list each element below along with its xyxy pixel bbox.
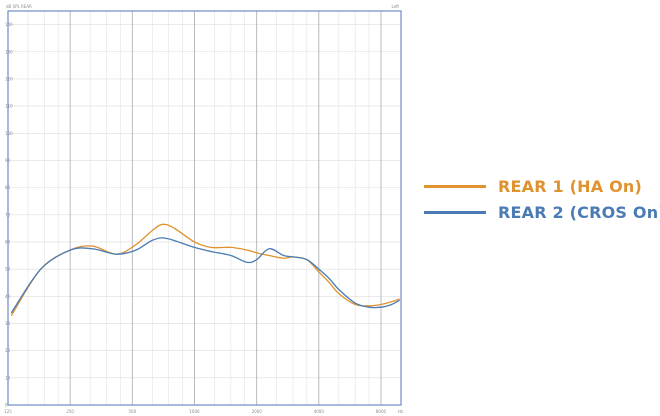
x-tick-label: 8000 [376,409,387,414]
x-unit-label: Hz [398,409,403,414]
x-tick-label: 500 [129,409,137,414]
legend-label-series-2: REAR 2 (CROS On) [498,202,660,222]
x-tick-label: 4000 [314,409,325,414]
legend-label-series-1: REAR 1 (HA On) [498,176,642,196]
x-tick-label: 2000 [252,409,263,414]
series-line-1 [10,223,400,316]
chart-title: dB SPL REAR [6,4,32,9]
x-axis-ticks: 125 250 500 1000 2000 4000 8000 [4,409,386,414]
legend-item-series-1: REAR 1 (HA On) [424,176,660,196]
series-line-2 [10,237,400,314]
series-layer [10,223,400,316]
x-tick-label: 125 [4,409,12,414]
legend-swatch-series-1 [424,184,486,188]
x-tick-label: 1000 [189,409,200,414]
side-label: Left [391,4,399,9]
y-tick-label: 0 [5,403,8,408]
legend-item-series-2: REAR 2 (CROS On) [424,202,660,222]
plot-area-frame [7,10,402,406]
grid [7,11,401,406]
y-tick-label: 100 [5,131,13,136]
legend: REAR 1 (HA On) REAR 2 (CROS On) [424,176,660,222]
y-tick-label: 140 [5,22,13,27]
y-tick-label: 110 [5,104,13,109]
x-tick-label: 250 [66,409,74,414]
y-tick-label: 120 [5,76,13,81]
legend-swatch-series-2 [424,210,486,214]
y-tick-label: 130 [5,49,13,54]
